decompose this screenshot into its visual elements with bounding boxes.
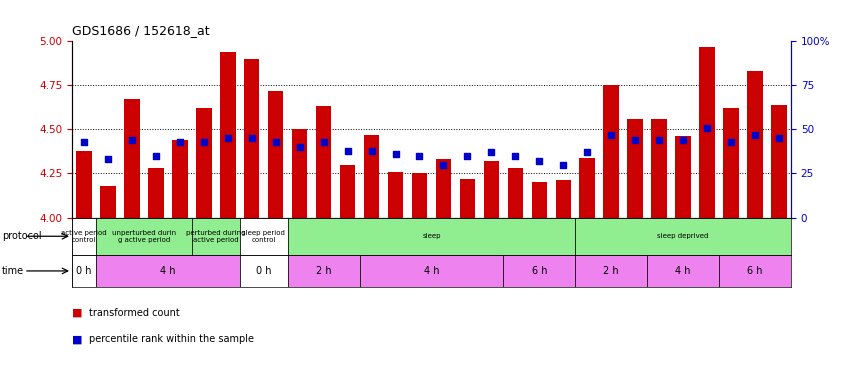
Text: unperturbed durin
g active period: unperturbed durin g active period bbox=[112, 230, 176, 243]
Bar bbox=[575, 255, 647, 287]
Bar bbox=[72, 255, 96, 287]
Bar bbox=[192, 217, 239, 255]
Bar bbox=[580, 158, 595, 218]
Point bbox=[700, 124, 714, 130]
Bar bbox=[172, 140, 188, 218]
Point bbox=[365, 147, 378, 153]
Text: sleep period
control: sleep period control bbox=[242, 230, 285, 243]
Bar bbox=[288, 255, 360, 287]
Bar bbox=[651, 119, 667, 218]
Bar bbox=[96, 217, 192, 255]
Bar bbox=[719, 255, 791, 287]
Bar bbox=[292, 129, 307, 218]
Bar bbox=[268, 91, 283, 218]
Point bbox=[629, 137, 642, 143]
Text: 4 h: 4 h bbox=[424, 266, 439, 276]
Bar bbox=[459, 179, 475, 218]
Bar bbox=[316, 106, 332, 218]
Bar bbox=[124, 99, 140, 218]
Bar bbox=[76, 150, 91, 217]
Bar bbox=[700, 46, 715, 217]
Point bbox=[341, 147, 354, 153]
Bar bbox=[364, 135, 379, 218]
Point bbox=[580, 149, 594, 155]
Point bbox=[460, 153, 474, 159]
Point bbox=[269, 139, 283, 145]
Point bbox=[677, 137, 690, 143]
Point bbox=[604, 132, 618, 138]
Point bbox=[293, 144, 306, 150]
Point bbox=[749, 132, 762, 138]
Point bbox=[508, 153, 522, 159]
Text: perturbed during
active period: perturbed during active period bbox=[186, 230, 245, 243]
Bar bbox=[412, 173, 427, 217]
Point bbox=[388, 151, 403, 157]
Point bbox=[652, 137, 666, 143]
Point bbox=[245, 135, 259, 141]
Bar bbox=[220, 52, 235, 217]
Text: ■: ■ bbox=[72, 334, 82, 344]
Bar bbox=[244, 59, 260, 217]
Bar bbox=[387, 172, 404, 217]
Text: sleep: sleep bbox=[422, 233, 441, 239]
Text: 2 h: 2 h bbox=[316, 266, 332, 276]
Bar bbox=[96, 255, 239, 287]
Point bbox=[316, 139, 330, 145]
Point bbox=[772, 135, 786, 141]
Text: 6 h: 6 h bbox=[747, 266, 763, 276]
Point bbox=[149, 153, 162, 159]
Bar bbox=[196, 108, 212, 217]
Bar bbox=[100, 186, 116, 218]
Text: sleep deprived: sleep deprived bbox=[657, 233, 709, 239]
Text: 4 h: 4 h bbox=[160, 266, 175, 276]
Point bbox=[77, 139, 91, 145]
Text: 2 h: 2 h bbox=[603, 266, 619, 276]
Bar bbox=[288, 217, 575, 255]
Point bbox=[101, 156, 114, 162]
Point bbox=[173, 139, 186, 145]
Point bbox=[485, 149, 498, 155]
Text: protocol: protocol bbox=[2, 231, 41, 241]
Bar bbox=[647, 255, 719, 287]
Point bbox=[221, 135, 234, 141]
Bar bbox=[575, 217, 791, 255]
Bar bbox=[360, 255, 503, 287]
Text: GDS1686 / 152618_at: GDS1686 / 152618_at bbox=[72, 24, 210, 38]
Text: percentile rank within the sample: percentile rank within the sample bbox=[89, 334, 254, 344]
Point bbox=[197, 139, 211, 145]
Bar bbox=[628, 119, 643, 218]
Bar bbox=[508, 168, 523, 217]
Text: 0 h: 0 h bbox=[256, 266, 272, 276]
Bar bbox=[531, 182, 547, 218]
Text: ■: ■ bbox=[72, 308, 82, 318]
Bar bbox=[675, 136, 691, 218]
Text: transformed count: transformed count bbox=[89, 308, 179, 318]
Text: active period
control: active period control bbox=[61, 230, 107, 243]
Bar bbox=[484, 161, 499, 218]
Bar bbox=[772, 105, 787, 218]
Bar bbox=[148, 168, 163, 217]
Bar bbox=[239, 217, 288, 255]
Point bbox=[125, 137, 139, 143]
Text: 0 h: 0 h bbox=[76, 266, 91, 276]
Bar bbox=[603, 86, 619, 218]
Bar bbox=[340, 165, 355, 218]
Point bbox=[724, 139, 738, 145]
Text: 6 h: 6 h bbox=[531, 266, 547, 276]
Point bbox=[557, 162, 570, 168]
Text: time: time bbox=[2, 266, 24, 276]
Bar bbox=[239, 255, 288, 287]
Point bbox=[413, 153, 426, 159]
Point bbox=[437, 162, 450, 168]
Bar bbox=[72, 217, 96, 255]
Point bbox=[533, 158, 547, 164]
Bar bbox=[503, 255, 575, 287]
Bar bbox=[747, 71, 763, 217]
Text: 4 h: 4 h bbox=[675, 266, 691, 276]
Bar bbox=[436, 159, 451, 218]
Bar bbox=[556, 180, 571, 218]
Bar bbox=[723, 108, 739, 217]
